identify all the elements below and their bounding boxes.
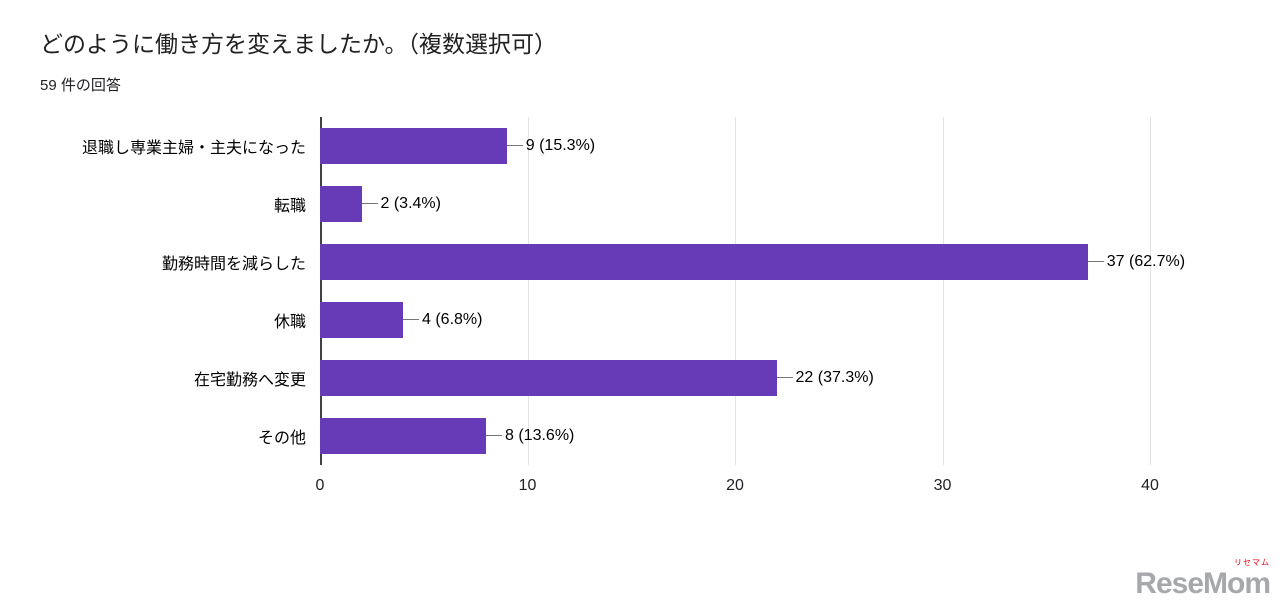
bar-track: 37 (62.7%) [320, 233, 1185, 291]
chart-row: その他 8 (13.6%) [10, 407, 1150, 465]
chart-title: どのように働き方を変えましたか。（複数選択可） [40, 31, 558, 57]
chart-row: 退職し専業主婦・主夫になった 9 (15.3%) [10, 117, 1150, 175]
category-label: 勤務時間を減らした [161, 255, 306, 273]
leader-line [776, 377, 793, 379]
x-tick-label: 40 [1141, 476, 1159, 494]
gridline [1150, 116, 1151, 465]
x-axis: 0 10 20 30 40 [316, 465, 1159, 499]
bar-track: 9 (15.3%) [320, 117, 1150, 175]
category-label: 在宅勤務へ変更 [193, 371, 306, 389]
bar-track: 4 (6.8%) [320, 291, 1150, 349]
chart-row: 在宅勤務へ変更 22 (37.3%) [10, 349, 1150, 407]
gridline [942, 116, 944, 465]
leader-line [361, 203, 378, 205]
category-label: 休職 [273, 313, 306, 331]
leader-line [403, 319, 419, 321]
category-label: その他 [257, 429, 306, 447]
bar [320, 301, 403, 338]
value-label: 37 (62.7%) [1106, 252, 1186, 270]
x-tick-label: 30 [933, 476, 952, 494]
leader-line [1087, 261, 1104, 263]
bar-chart: 退職し専業主婦・主夫になった 9 (15.3%) 転職 2 (3.4%) 勤務時間を減ら… [10, 116, 1185, 499]
bar [320, 127, 507, 164]
value-label: 9 (15.3%) [525, 136, 596, 154]
resemom-logo-text: ReseMom [1135, 567, 1271, 600]
bar [320, 243, 1088, 280]
bar-track: 2 (3.4%) [320, 175, 1150, 233]
chart-row: 転職 2 (3.4%) [10, 175, 1150, 233]
gridline [527, 116, 529, 465]
bar [320, 185, 362, 222]
value-label: 4 (6.8%) [422, 310, 483, 328]
x-tick-label: 20 [726, 476, 744, 494]
bar [320, 417, 486, 454]
y-axis-line [320, 116, 322, 465]
category-label: 退職し専業主婦・主夫になった [81, 139, 306, 157]
chart-row: 勤務時間を減らした 37 (62.7%) [10, 233, 1185, 291]
resemom-logo-sub-text: リセマム [1234, 558, 1270, 567]
value-label: 22 (37.3%) [795, 368, 874, 386]
chart-row: 休職 4 (6.8%) [10, 291, 1150, 349]
gridline [735, 116, 736, 465]
category-label: 転職 [273, 197, 306, 215]
bar-track: 22 (37.3%) [320, 349, 1150, 407]
resemom-logo: リセマム ReseMom [1135, 557, 1271, 600]
bar [320, 359, 777, 396]
leader-line [506, 145, 523, 147]
x-tick-label: 0 [315, 476, 325, 494]
bar-track: 8 (13.6%) [320, 407, 1150, 465]
plot-area [320, 116, 1151, 465]
response-count: 59 件の回答 [40, 76, 121, 94]
value-label: 8 (13.6%) [505, 426, 575, 444]
leader-line [486, 435, 502, 437]
value-label: 2 (3.4%) [380, 194, 441, 212]
chart-header: どのように働き方を変えましたか。（複数選択可） 59 件の回答 [0, 0, 1280, 95]
x-tick-label: 10 [518, 476, 537, 494]
bar-rows: 退職し専業主婦・主夫になった 9 (15.3%) 転職 2 (3.4%) 勤務時間を減ら… [10, 117, 1185, 465]
